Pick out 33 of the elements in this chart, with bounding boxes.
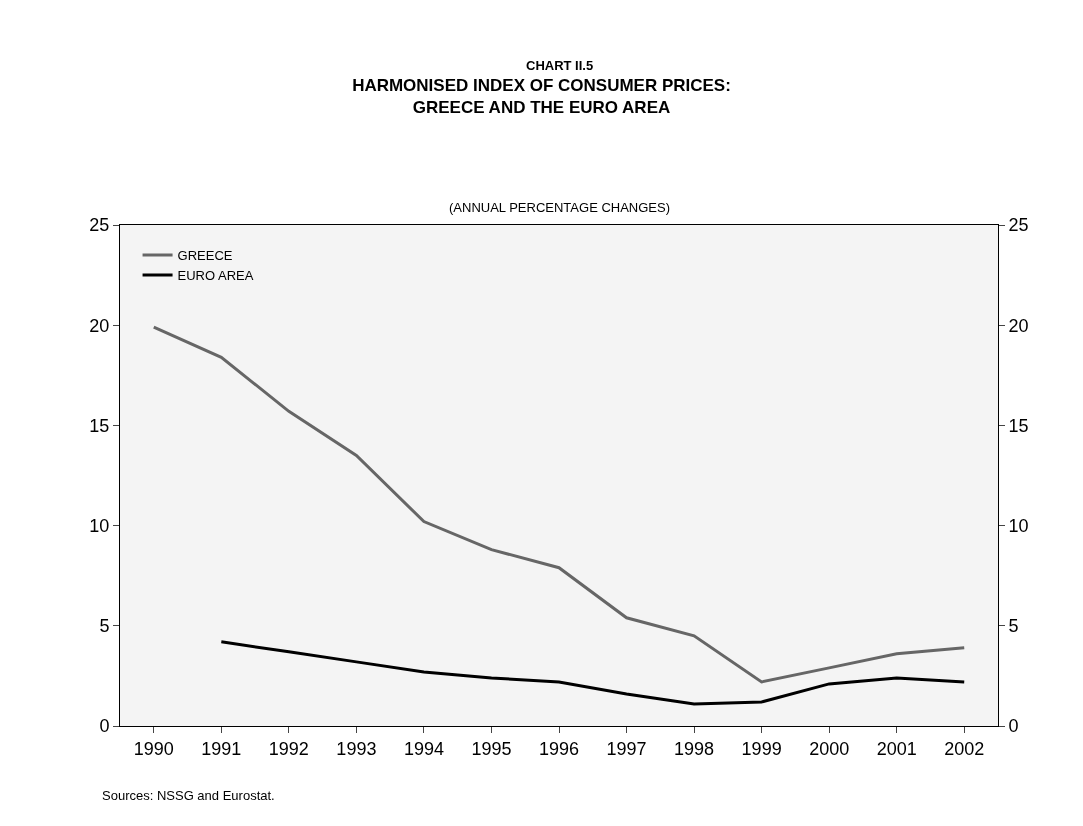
y2-tick-label: 10 <box>1008 515 1029 536</box>
y2-tick-label: 5 <box>1008 616 1019 637</box>
x-tick-label: 2001 <box>876 738 917 759</box>
y-tick-label: 0 <box>99 716 110 737</box>
y2-tick-label: 0 <box>1008 716 1019 737</box>
x-tick-label: 1991 <box>201 738 242 759</box>
line-series <box>219 640 966 706</box>
x-tick-label: 1990 <box>133 738 174 759</box>
y-tick-label: 15 <box>89 415 110 436</box>
x-tick-label: 1994 <box>403 738 444 759</box>
legend-label: EURO AREA <box>177 267 254 283</box>
legend-label: GREECE <box>177 248 233 264</box>
x-tick-label: 1993 <box>336 738 377 759</box>
y2-tick-label: 25 <box>1008 215 1029 236</box>
x-tick-label: 1997 <box>606 738 647 759</box>
source-note: Sources: NSSG and Eurostat. <box>102 788 275 803</box>
y-tick-label: 20 <box>89 315 110 336</box>
x-tick-label: 1999 <box>741 738 782 759</box>
x-tick-label: 1998 <box>674 738 715 759</box>
y2-tick-label: 20 <box>1008 315 1029 336</box>
line-series <box>152 325 966 684</box>
y-tick-label: 10 <box>89 515 110 536</box>
chart-subtitle: (ANNUAL PERCENTAGE CHANGES) <box>449 200 671 215</box>
x-tick-label: 2000 <box>809 738 850 759</box>
chart-title: HARMONISED INDEX OF CONSUMER PRICES: GREECE AND THE EURO AREA <box>352 75 731 117</box>
x-tick-label: 2002 <box>944 738 985 759</box>
text: CHART II.5 <box>526 58 594 73</box>
x-tick-label: 1996 <box>538 738 580 759</box>
y-tick-label: 5 <box>99 616 110 637</box>
x-tick-label: 1995 <box>471 738 512 759</box>
y-tick-label: 25 <box>89 215 110 236</box>
x-tick-label: 1992 <box>268 738 309 759</box>
y2-tick-label: 15 <box>1008 415 1029 436</box>
